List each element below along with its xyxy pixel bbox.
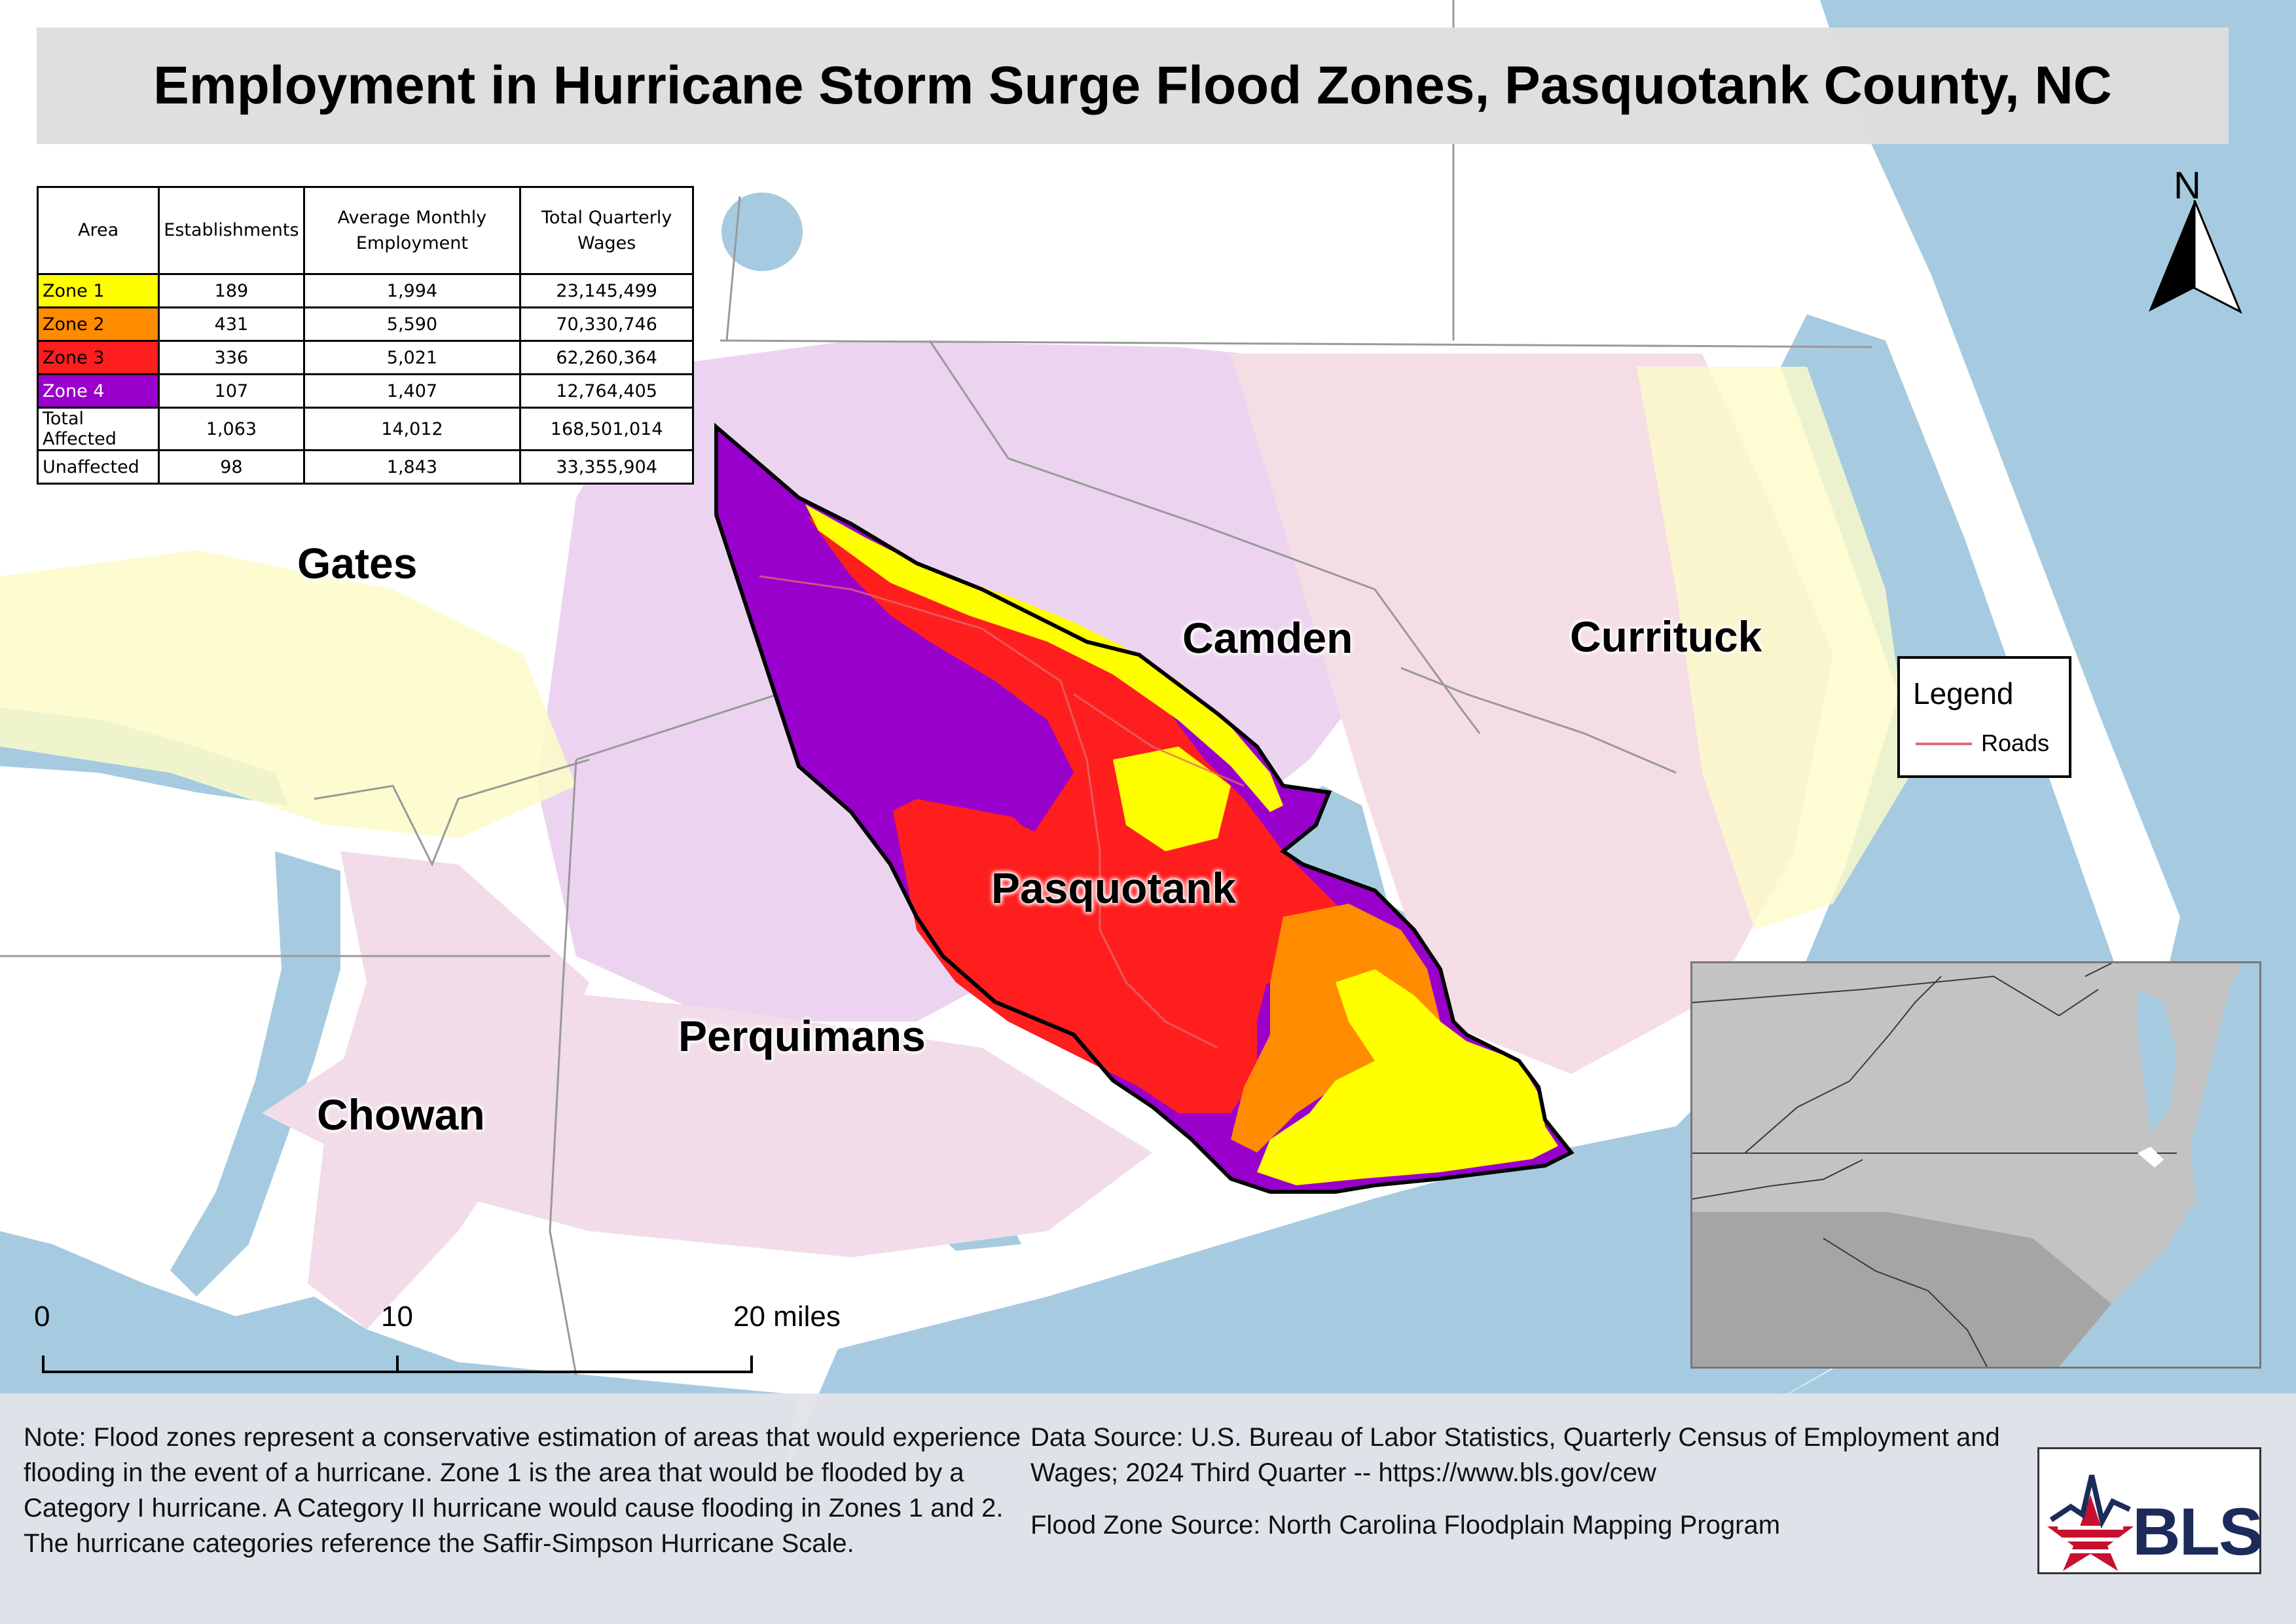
header-area: Area [36,186,160,275]
cell-employment: 1,994 [302,273,522,308]
table-row: Zone 3 336 5,021 62,260,364 [36,340,694,375]
inset-locator-map [1690,961,2261,1369]
zone-3-label: Zone 3 [36,340,160,375]
header-employment: Average Monthly Employment [302,186,522,275]
cell-establishments: 1,063 [158,407,305,451]
zone-4-purple-west [716,427,1074,819]
zone-3-red [799,511,1362,1022]
north-label: N [2174,164,2201,207]
map-title: Employment in Hurricane Storm Surge Floo… [153,56,2112,115]
county-label-chowan: Chowan [317,1090,485,1139]
zone-4-label: Zone 4 [36,373,160,409]
bls-logo-text: BLS [2132,1494,2263,1569]
scale-label-10: 10 [381,1301,413,1333]
title-bar: Employment in Hurricane Storm Surge Floo… [37,28,2229,144]
scale-label-0: 0 [34,1301,50,1333]
zone-2-label: Zone 2 [36,306,160,342]
cell-wages: 168,501,014 [519,407,694,451]
total-affected-label: Total Affected [36,407,160,451]
tint-yellow-west [0,550,576,838]
county-label-currituck: Currituck [1570,612,1762,661]
cell-employment: 14,012 [302,407,522,451]
header-establishments: Establishments [158,186,305,275]
table-row: Zone 4 107 1,407 12,764,405 [36,373,694,409]
cell-wages: 23,145,499 [519,273,694,308]
legend-title: Legend [1913,676,2014,710]
cell-establishments: 336 [158,340,305,375]
county-label-pasquotank: Pasquotank [991,864,1237,912]
table-row: Total Affected 1,063 14,012 168,501,014 [36,407,694,451]
cell-establishments: 98 [158,449,305,485]
header-wages: Total Quarterly Wages [519,186,694,275]
cell-wages: 62,260,364 [519,340,694,375]
tint-pink-southwest [308,851,589,1329]
roads-label: Roads [1981,729,2050,756]
cell-employment: 5,021 [302,340,522,375]
cell-employment: 5,590 [302,306,522,342]
inset-chesapeake [2138,989,2177,1134]
table-row: Zone 1 189 1,994 23,145,499 [36,273,694,308]
inset-ocean [2059,963,2259,1367]
lake-drummond [721,193,803,271]
zone-3-red-lower [890,786,1270,1113]
cell-establishments: 189 [158,273,305,308]
pasquotank-flood-zones [714,422,1575,1194]
data-source-text: Data Source: U.S. Bureau of Labor Statis… [1030,1423,2000,1487]
county-label-gates: Gates [297,539,418,587]
bls-logo: BLS [2037,1447,2263,1574]
legend: Legend Roads [1897,656,2071,778]
inset-south-region [1692,1212,2111,1367]
tint-yellow-east [1637,367,1912,930]
cell-employment: 1,843 [302,449,522,485]
chowan-river [170,851,340,1297]
footer-panel [0,1393,2296,1624]
county-label-camden: Camden [1182,614,1353,662]
pasquotank-boundary [714,422,1575,1194]
note-text: Note: Flood zones represent a conservati… [24,1423,1021,1558]
cell-employment: 1,407 [302,373,522,409]
cell-wages: 12,764,405 [519,373,694,409]
inset-pasquotank [2138,1147,2164,1168]
county-boundaries [0,0,1873,1376]
cell-wages: 70,330,746 [519,306,694,342]
scale-label-20: 20 miles [733,1301,841,1333]
north-arrow-icon [2149,200,2242,314]
unaffected-label: Unaffected [36,449,160,485]
roads-swatch [1916,743,1972,745]
zone-1-label: Zone 1 [36,273,160,308]
table-header-row: Area Establishments Average Monthly Empl… [36,186,694,275]
cell-wages: 33,355,904 [519,449,694,485]
bls-star-icon [2047,1475,2134,1571]
roads [759,575,1245,1049]
scale-bar [42,1356,753,1373]
table-row: Zone 2 431 5,590 70,330,746 [36,306,694,342]
zone-1-yellow-inner [1113,747,1231,851]
county-label-perquimans: Perquimans [678,1012,926,1060]
zone-1-yellow-edge [805,504,1283,812]
cell-establishments: 431 [158,306,305,342]
employment-table: Area Establishments Average Monthly Empl… [36,186,694,485]
cell-establishments: 107 [158,373,305,409]
zone-1-yellow-east [1257,969,1558,1185]
zone-2-orange [1231,904,1453,1153]
table-row: Unaffected 98 1,843 33,355,904 [36,449,694,485]
flood-source-text: Flood Zone Source: North Carolina Floodp… [1030,1511,1781,1540]
source-block: Data Source: U.S. Bureau of Labor Statis… [1030,1420,2013,1560]
